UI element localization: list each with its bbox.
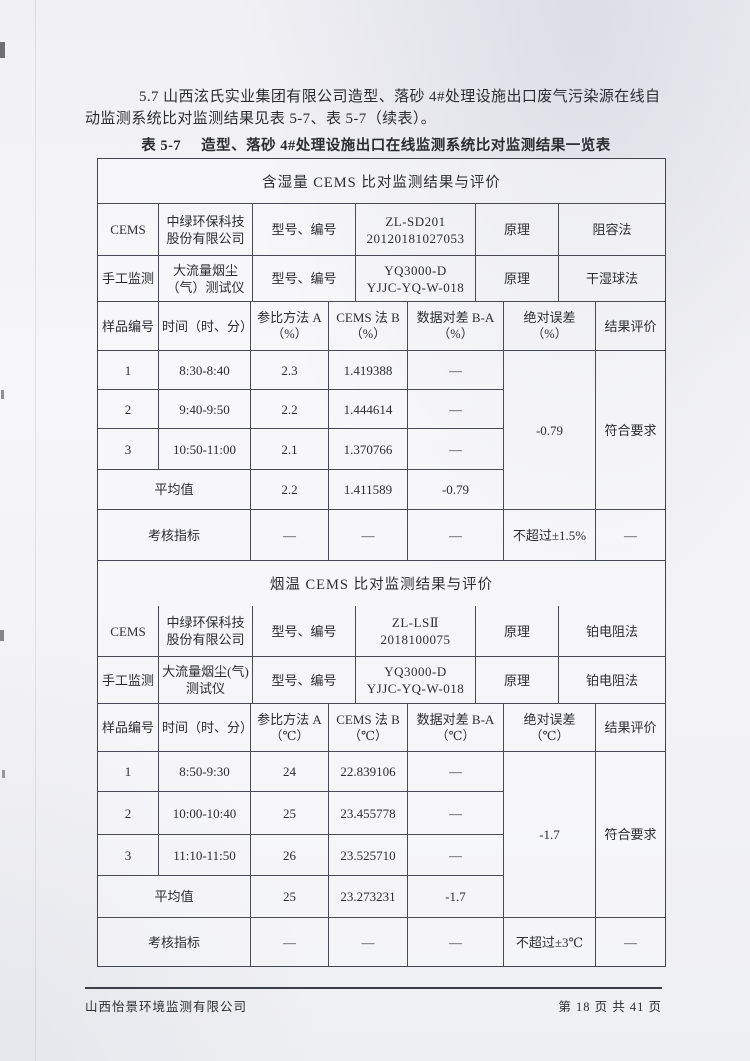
device-instrument: 大流量烟尘(气)测试仪: [158, 657, 252, 703]
device-instrument: 中绿环保科技股份有限公司: [158, 606, 252, 656]
device-row-cems: CEMS 中绿环保科技股份有限公司 型号、编号 ZL-LSⅡ 201810007…: [98, 606, 665, 656]
caption-title: 造型、落砂 4#处理设施出口在线监测系统比对监测结果一览表: [201, 138, 611, 154]
principle-value: 干湿球法: [558, 256, 665, 301]
col-sample-no: 样品编号: [101, 720, 154, 735]
average-row: 平均值 2.2 1.411589 -0.79: [98, 469, 503, 509]
sample-row: 1 8:50-9:30 24 22.839106 —: [98, 752, 503, 791]
model-label: 型号、编号: [252, 204, 355, 255]
intro-paragraph: 5.7 山西泫氏实业集团有限公司造型、落砂 4#处理设施出口废气污染源在线自动监…: [85, 89, 661, 127]
humidity-cems-table: 含湿量 CEMS 比对监测结果与评价 CEMS 中绿环保科技股份有限公司 型号、…: [97, 158, 666, 561]
merged-abs-error: -1.7: [503, 752, 595, 917]
model-value: ZL-SD201 20120181027053: [355, 204, 475, 255]
device-role: CEMS: [110, 623, 146, 639]
footer-page-number: 第 18 页 共 41 页: [558, 1000, 662, 1014]
device-row-cems: CEMS 中绿环保科技股份有限公司 型号、编号 ZL-SD201 2012018…: [98, 203, 665, 255]
sample-row: 2 10:00-10:40 25 23.455778 —: [98, 791, 503, 834]
section-title: 烟温 CEMS 比对监测结果与评价: [269, 577, 494, 593]
model-label: 型号、编号: [252, 657, 355, 703]
merged-result: 符合要求: [595, 351, 665, 509]
data-header-row: 样品编号 时间（时、分） 参比方法 A （%） CEMS 法 B （%） 数据对…: [98, 301, 665, 350]
principle-value: 铂电阻法: [558, 657, 665, 703]
merged-result: 符合要求: [595, 752, 665, 917]
footer-company: 山西怡景环境监测有限公司: [85, 1000, 248, 1014]
section-title: 含湿量 CEMS 比对监测结果与评价: [262, 174, 501, 191]
device-row-manual: 手工监测 大流量烟尘(气)测试仪 型号、编号 YQ3000-D YJJC-YQ-…: [98, 656, 665, 703]
principle-label: 原理: [475, 204, 558, 255]
device-role: CEMS: [110, 222, 146, 237]
assessment-row: 考核指标 — — — 不超过±3℃ —: [98, 917, 665, 966]
sample-row: 1 8:30-8:40 2.3 1.419388 —: [98, 351, 503, 389]
device-role: 手工监测: [101, 271, 154, 286]
device-role: 手工监测: [101, 672, 154, 688]
col-cems-b: CEMS 法 B （℃）: [328, 704, 407, 751]
col-reference-a: 参比方法 A （%）: [250, 302, 328, 350]
page-footer: 山西怡景环境监测有限公司 第 18 页 共 41 页: [85, 987, 662, 1015]
sample-row: 3 10:50-11:00 2.1 1.370766 —: [98, 428, 503, 469]
col-abs-error: 绝对误差 （%）: [503, 302, 595, 350]
col-abs-error: 绝对误差 （℃）: [503, 704, 595, 751]
sample-row: 2 9:40-9:50 2.2 1.444614 —: [98, 389, 503, 428]
model-value: ZL-LSⅡ 2018100075: [355, 606, 475, 656]
data-header-row: 样品编号 时间（时、分） 参比方法 A （℃） CEMS 法 B （℃） 数据对…: [98, 703, 665, 751]
table-caption: 表 5-7 造型、落砂 4#处理设施出口在线监测系统比对监测结果一览表: [85, 134, 667, 155]
principle-label: 原理: [475, 606, 558, 656]
flue-temp-cems-table: 烟温 CEMS 比对监测结果与评价 CEMS 中绿环保科技股份有限公司 型号、编…: [97, 561, 666, 967]
col-diff-ba: 数据对差 B-A （%）: [407, 302, 503, 350]
col-time: 时间（时、分）: [158, 302, 253, 350]
sample-row: 3 11:10-11:50 26 23.525710 —: [98, 834, 503, 875]
device-row-manual: 手工监测 大流量烟尘（气）测试仪 型号、编号 YQ3000-D YJJC-YQ-…: [98, 255, 665, 301]
model-value: YQ3000-D YJJC-YQ-W-018: [355, 657, 475, 703]
caption-label: 表 5-7: [141, 138, 182, 154]
assessment-row: 考核指标 — — — 不超过±1.5% —: [98, 509, 665, 560]
principle-label: 原理: [475, 657, 558, 703]
col-sample-no: 样品编号: [101, 318, 154, 334]
sample-data-block: 1 8:50-9:30 24 22.839106 — 2 10:00-10:40…: [98, 751, 665, 917]
device-instrument: 大流量烟尘（气）测试仪: [158, 256, 252, 301]
merged-abs-error: -0.79: [503, 351, 595, 509]
model-label: 型号、编号: [252, 606, 355, 656]
model-label: 型号、编号: [252, 256, 355, 301]
scan-artifact: [0, 630, 4, 641]
principle-value: 阻容法: [558, 204, 665, 255]
scan-artifact: [0, 42, 5, 58]
average-row: 平均值 25 23.273231 -1.7: [98, 875, 503, 917]
col-result: 结果评价: [595, 302, 665, 350]
scan-artifact: [1, 390, 4, 399]
model-value: YQ3000-D YJJC-YQ-W-018: [355, 256, 475, 301]
scan-fold-line: [35, 0, 36, 1061]
col-cems-b: CEMS 法 B （%）: [328, 302, 407, 350]
sample-data-block: 1 8:30-8:40 2.3 1.419388 — 2 9:40-9:50 2…: [98, 350, 665, 509]
scan-artifact: [2, 770, 5, 778]
page-content: 5.7 山西泫氏实业集团有限公司造型、落砂 4#处理设施出口废气污染源在线自动监…: [85, 0, 667, 1015]
col-result: 结果评价: [595, 704, 665, 751]
principle-value: 铂电阻法: [558, 606, 665, 656]
col-diff-ba: 数据对差 B-A （℃）: [407, 704, 503, 751]
col-reference-a: 参比方法 A （℃）: [250, 704, 328, 751]
device-instrument: 中绿环保科技股份有限公司: [158, 204, 252, 255]
col-time: 时间（时、分）: [158, 704, 253, 751]
principle-label: 原理: [475, 256, 558, 301]
